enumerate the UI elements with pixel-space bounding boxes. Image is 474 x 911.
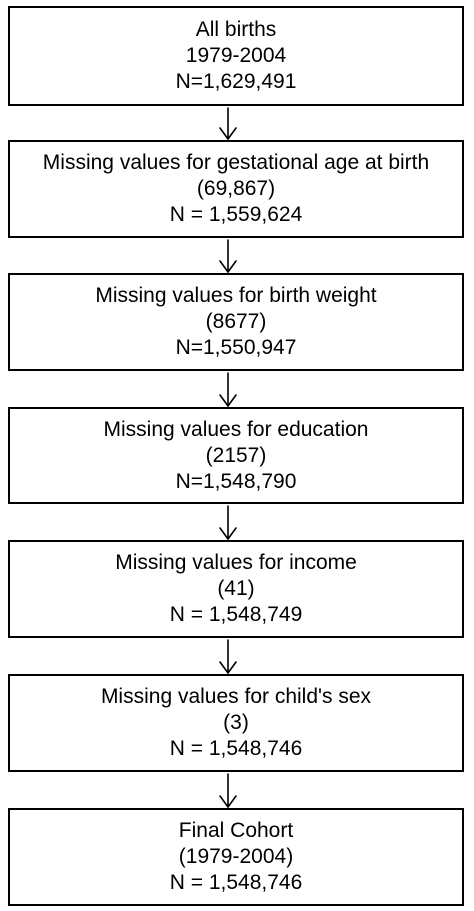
box-missing-gestational-age-title: Missing values for gestational age at bi… xyxy=(42,151,430,174)
box-missing-childs-sex-title: Missing values for child's sex xyxy=(100,685,372,708)
box-missing-gestational-age: Missing values for gestational age at bi… xyxy=(8,140,464,238)
box-missing-gestational-age-count: N = 1,559,624 xyxy=(169,203,303,226)
box-all-births: All births 1979-2004 N=1,629,491 xyxy=(8,6,464,106)
arrow-2-down-icon xyxy=(219,239,237,273)
box-missing-income: Missing values for income (41) N = 1,548… xyxy=(8,540,464,638)
box-missing-education-count: N=1,548,790 xyxy=(175,469,297,493)
box-all-births-years: 1979-2004 xyxy=(185,44,287,67)
box-final-cohort-years: (1979-2004) xyxy=(178,845,294,868)
box-missing-childs-sex-count: N = 1,548,746 xyxy=(169,737,303,760)
arrow-3-down-icon xyxy=(219,372,237,407)
box-missing-birth-weight: Missing values for birth weight (8677) N… xyxy=(8,273,464,371)
box-final-cohort-count: N = 1,548,746 xyxy=(169,871,303,894)
box-missing-gestational-age-excluded: (69,867) xyxy=(196,177,276,200)
box-missing-income-excluded: (41) xyxy=(217,577,255,600)
box-missing-income-title: Missing values for income xyxy=(115,551,357,574)
arrow-4-down-icon xyxy=(219,505,237,540)
box-missing-education-title: Missing values for education xyxy=(103,417,369,441)
box-missing-education: Missing values for education (2157) N=1,… xyxy=(8,407,464,504)
box-missing-income-count: N = 1,548,749 xyxy=(169,603,303,626)
arrow-5-down-icon xyxy=(219,639,237,674)
box-all-births-title: All births xyxy=(195,18,277,41)
arrow-6-down-icon xyxy=(219,773,237,808)
box-missing-birth-weight-title: Missing values for birth weight xyxy=(95,284,377,307)
box-missing-birth-weight-count: N=1,550,947 xyxy=(175,336,297,359)
box-missing-childs-sex-excluded: (3) xyxy=(223,711,249,734)
box-missing-education-excluded: (2157) xyxy=(205,443,267,467)
box-all-births-count: N=1,629,491 xyxy=(175,70,297,93)
box-missing-birth-weight-excluded: (8677) xyxy=(205,310,267,333)
box-final-cohort: Final Cohort (1979-2004) N = 1,548,746 xyxy=(8,808,464,906)
box-missing-childs-sex: Missing values for child's sex (3) N = 1… xyxy=(8,674,464,772)
box-final-cohort-title: Final Cohort xyxy=(178,819,294,842)
arrow-1-down-icon xyxy=(219,107,237,140)
